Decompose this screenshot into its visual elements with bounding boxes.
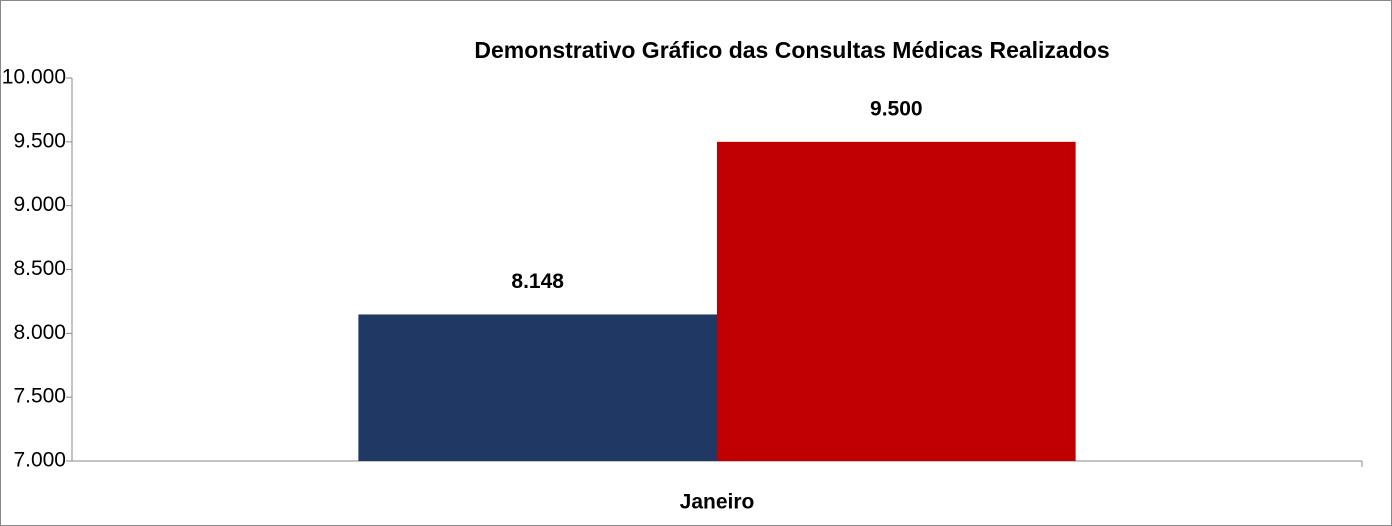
y-tick-label: 7.000 bbox=[13, 449, 66, 472]
y-tick-label: 9.500 bbox=[13, 129, 66, 152]
chart-title: Demonstrativo Gráfico das Consultas Médi… bbox=[474, 37, 1109, 63]
y-tick-label: 8.500 bbox=[13, 257, 66, 280]
y-tick-label: 7.500 bbox=[13, 385, 66, 408]
value-label: 9.500 bbox=[870, 97, 923, 120]
y-tick-label: 8.000 bbox=[13, 321, 66, 344]
y-tick-label: 10.000 bbox=[2, 66, 66, 89]
value-label: 8.148 bbox=[511, 270, 564, 293]
bar bbox=[358, 314, 717, 461]
y-tick-label: 9.000 bbox=[13, 193, 66, 216]
x-tick-label: Janeiro bbox=[680, 491, 755, 514]
bar bbox=[717, 141, 1076, 462]
